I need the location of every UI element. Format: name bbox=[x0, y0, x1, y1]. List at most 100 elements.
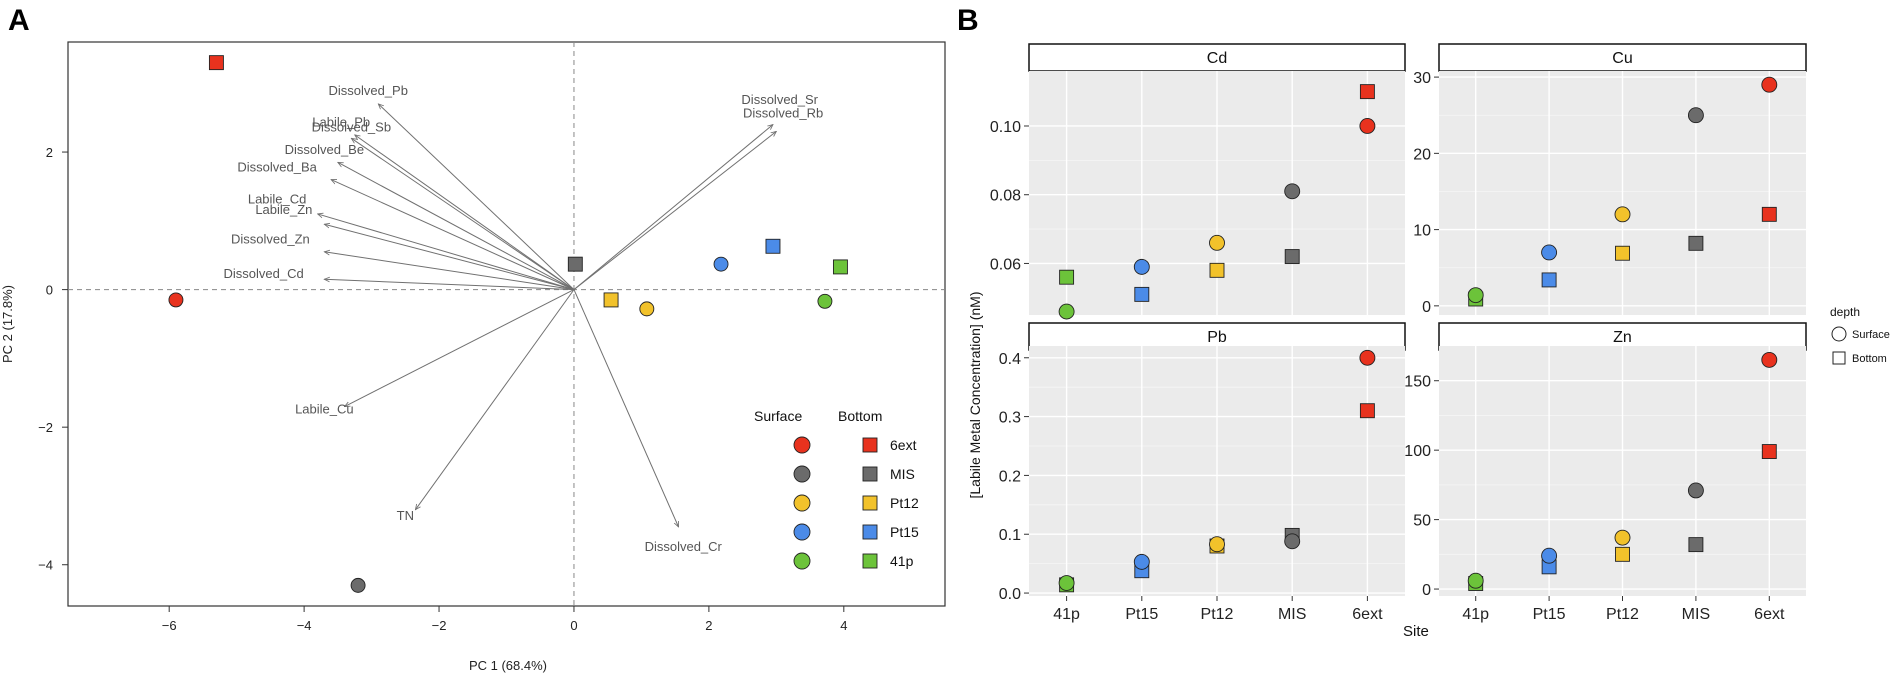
facet-title: Cd bbox=[1207, 50, 1227, 67]
pca-point-mis-bottom bbox=[567, 256, 583, 272]
facet-x-tick-label: Pt15 bbox=[1125, 606, 1158, 623]
loading-label: Dissolved_Cr bbox=[645, 539, 723, 554]
facet-y-tick-label: 0.2 bbox=[999, 468, 1021, 485]
legend-bottom-title: Bottom bbox=[838, 408, 882, 424]
facet-point-41p-surface bbox=[1058, 303, 1075, 320]
facet-x-tick-label: 6ext bbox=[1352, 606, 1383, 623]
pca-x-axis-label: PC 1 (68.4%) bbox=[469, 658, 547, 673]
facet-y-tick-label: 0.4 bbox=[999, 351, 1021, 368]
pca-point-41p-surface bbox=[817, 293, 833, 309]
loading-arrow bbox=[573, 131, 776, 291]
loading-label: Dissolved_Sb bbox=[312, 119, 392, 134]
facet-x-tick-label: 6ext bbox=[1754, 606, 1785, 623]
depth-legend-bottom-symbol bbox=[1832, 351, 1846, 365]
depth-legend-title: depth bbox=[1830, 305, 1860, 319]
loading-arrow bbox=[318, 214, 575, 291]
legend-site-label: 41p bbox=[890, 553, 914, 569]
legend-surface-swatch-pt15 bbox=[793, 523, 811, 541]
facet-y-tick-label: 0.3 bbox=[999, 410, 1021, 427]
facet-x-tick-label: Pt12 bbox=[1201, 606, 1234, 623]
pca-point-6ext-surface bbox=[168, 292, 184, 308]
facet-title: Zn bbox=[1613, 329, 1632, 346]
pca-plot-area bbox=[67, 41, 946, 607]
facet-y-tick-label: 0 bbox=[1422, 582, 1431, 599]
facet-point-pt15-surface bbox=[1541, 547, 1558, 564]
loading-label: Dissolved_Pb bbox=[328, 83, 408, 98]
legend-bottom-swatch-mis bbox=[862, 466, 878, 482]
depth-legend-surface-symbol bbox=[1831, 326, 1847, 342]
loading-arrow bbox=[415, 289, 575, 510]
facet-y-tick-label: 30 bbox=[1413, 70, 1431, 87]
facet-y-tick-label: 10 bbox=[1413, 223, 1431, 240]
panel-label-b: B bbox=[957, 4, 979, 37]
legend-surface-swatch-mis bbox=[793, 465, 811, 483]
pca-point-pt12-bottom bbox=[603, 292, 619, 308]
legend-site-label: Pt12 bbox=[890, 495, 919, 511]
loading-label: Dissolved_Rb bbox=[743, 106, 823, 121]
legend-site-label: Pt15 bbox=[890, 524, 919, 540]
facet-point-6ext-bottom bbox=[1359, 84, 1375, 100]
pca-y-tick-label: −2 bbox=[38, 420, 53, 435]
facet-x-tick-label: 41p bbox=[1462, 606, 1489, 623]
pca-point-41p-bottom bbox=[832, 259, 848, 275]
legend-surface-title: Surface bbox=[754, 408, 802, 424]
loading-arrow bbox=[355, 135, 575, 291]
loading-label: Labile_Cd bbox=[248, 192, 307, 207]
pca-y-tick-label: 0 bbox=[46, 283, 53, 298]
facet-point-pt12-bottom bbox=[1615, 546, 1630, 562]
facet-strip bbox=[1438, 322, 1807, 351]
legend-bottom-swatch-pt15 bbox=[862, 524, 878, 540]
pca-x-tick-label: 2 bbox=[705, 618, 712, 633]
loading-label: Labile_Cu bbox=[295, 401, 354, 416]
facet-title: Cu bbox=[1612, 50, 1632, 67]
pca-point-pt15-surface bbox=[713, 256, 729, 272]
facet-point-mis-surface bbox=[1687, 107, 1704, 124]
facet-point-6ext-surface bbox=[1761, 76, 1778, 93]
loading-label: TN bbox=[397, 508, 414, 523]
legend-bottom-swatch-41p bbox=[862, 553, 878, 569]
facet-point-41p-surface bbox=[1058, 575, 1075, 592]
facet-y-tick-label: 20 bbox=[1413, 146, 1431, 163]
pca-point-pt15-bottom bbox=[765, 238, 781, 254]
facet-y-tick-label: 50 bbox=[1413, 513, 1431, 530]
facet-x-tick-label: MIS bbox=[1278, 606, 1306, 623]
loading-arrow bbox=[324, 224, 575, 291]
loading-label: Dissolved_Cd bbox=[224, 266, 304, 281]
panel-label-a: A bbox=[8, 4, 30, 37]
loading-arrow bbox=[345, 289, 575, 407]
loading-arrow bbox=[324, 252, 575, 291]
loading-arrow bbox=[338, 162, 575, 291]
facet-point-6ext-bottom bbox=[1761, 206, 1777, 222]
facet-point-6ext-surface bbox=[1359, 349, 1376, 366]
facet-zn: Zn 0 50 100 150 41p Pt15 Pt12 MIS 6ext bbox=[1404, 322, 1807, 623]
facet-point-41p-surface bbox=[1467, 572, 1484, 589]
pca-x-tick-label: −6 bbox=[162, 618, 177, 633]
loading-arrow bbox=[331, 179, 575, 291]
loading-label: Labile_Pb bbox=[312, 115, 370, 130]
facet-y-tick-label: 0.08 bbox=[990, 188, 1021, 205]
facet-y-tick-label: 0.0 bbox=[999, 586, 1021, 603]
loading-label: Dissolved_Be bbox=[285, 142, 365, 157]
facet-point-pt12-surface bbox=[1209, 536, 1225, 553]
pca-point-mis-surface bbox=[350, 577, 366, 593]
facet-x-axis-label: Site bbox=[1403, 623, 1429, 640]
facet-y-tick-label: 0.1 bbox=[999, 527, 1021, 544]
facet-point-pt12-surface bbox=[1614, 529, 1631, 546]
facet-point-mis-surface bbox=[1284, 533, 1301, 550]
facet-point-pt15-surface bbox=[1541, 244, 1558, 261]
pca-x-tick-label: −4 bbox=[297, 618, 312, 633]
loading-label: Labile_Zn bbox=[255, 202, 312, 217]
facet-point-pt15-bottom bbox=[1134, 286, 1150, 302]
facet-point-pt12-surface bbox=[1614, 206, 1631, 223]
pca-y-tick-label: −4 bbox=[38, 558, 53, 573]
facet-cd: Cd 0.06 0.08 0.10 bbox=[990, 43, 1406, 320]
legend-bottom-swatch-6ext bbox=[862, 437, 878, 453]
legend-site-label: 6ext bbox=[890, 437, 917, 453]
legend-bottom-swatch-pt12 bbox=[862, 495, 878, 511]
pca-point-6ext-bottom bbox=[208, 55, 224, 71]
loading-label: Dissolved_Sr bbox=[741, 92, 818, 107]
facet-y-tick-label: 0.10 bbox=[990, 119, 1021, 136]
facet-point-mis-bottom bbox=[1284, 249, 1300, 265]
facet-point-pt12-bottom bbox=[1209, 262, 1225, 278]
